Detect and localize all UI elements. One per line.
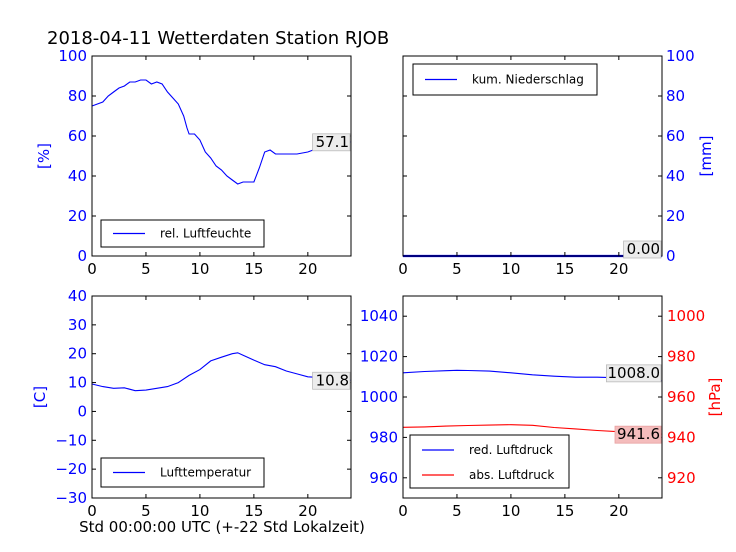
panel-bottom-right: 0 5 10 15 20 960 980 1000 1020 1040 920 940 960 980 10… [360, 295, 724, 520]
last-value-label-top-right-0: 0.00 [627, 240, 660, 258]
y-tick-label-top-right-100: 100 [666, 47, 695, 65]
x-tick-label-bottom-right-10: 10 [501, 502, 520, 520]
x-axis-label-bottom: Std 00:00:00 UTC (+-22 Std Lokalzeit) [79, 518, 365, 536]
x-tick-label-top-left-20: 20 [298, 260, 317, 278]
y-tick-label-bottom-left--10: −10 [55, 431, 87, 449]
y-tick-label-bottom-left-0: 0 [77, 402, 87, 420]
y-tick-label-top-left-0: 0 [77, 247, 87, 265]
x-tick-label-top-left-0: 0 [87, 260, 97, 278]
last-value-label-bottom-left-0: 10.8 [316, 371, 349, 389]
y-tick-label-bottom-left-40: 40 [68, 287, 87, 305]
y-tick-label-top-right-60: 60 [666, 127, 685, 145]
y-tick-label-top-left-40: 40 [68, 167, 87, 185]
x-tick-label-top-right-10: 10 [501, 260, 520, 278]
y-tick-label-bottom-left--20: −20 [55, 460, 87, 478]
x-tick-label-bottom-left-20: 20 [298, 502, 317, 520]
y-tick-label-bottom-right-980: 980 [369, 428, 398, 446]
x-tick-label-top-left-10: 10 [190, 260, 209, 278]
y-tick-label-right-bottom-right-920: 920 [667, 469, 696, 487]
last-value-label-bottom-right-1: 941.6 [617, 425, 660, 443]
x-tick-label-top-left-5: 5 [141, 260, 151, 278]
last-value-box-bottom-left-0 [312, 371, 351, 390]
legend-label-bottom-right-1: abs. Luftdruck [469, 468, 554, 482]
panel-bottom-left: 0 5 10 15 20 −30 −20 −10 0 10 20 30 40 [C] Lufttempera… [31, 287, 352, 520]
y-axis-label-top-left: [%] [35, 143, 53, 169]
y-tick-label-right-bottom-right-980: 980 [667, 348, 696, 366]
x-tick-label-bottom-left-15: 15 [244, 502, 263, 520]
y-axis-label-bottom-left: [C] [31, 386, 49, 408]
last-value-label-top-left-0: 57.1 [316, 133, 349, 151]
panel-top-left: 0 5 10 15 20 0 20 40 60 80 100 [%] rel. Luftfeuchte 5… [35, 47, 352, 278]
y-axis-label-top-right: [mm] [697, 136, 715, 177]
last-value-box-bottom-right-1 [614, 425, 662, 444]
last-value-box-bottom-right-0 [606, 364, 662, 383]
x-tick-label-bottom-left-5: 5 [141, 502, 151, 520]
legend-label-bottom-left-0: Lufttemperatur [160, 466, 251, 480]
x-tick-label-top-right-15: 15 [555, 260, 574, 278]
y-tick-label-right-bottom-right-940: 940 [667, 428, 696, 446]
series-line-bottom-left-0 [91, 352, 352, 392]
legend-label-top-right-0: kum. Niederschlag [472, 73, 584, 87]
y-tick-label-bottom-left-10: 10 [68, 374, 87, 392]
legend-bottom-right: red. Luftdruck abs. Luftdruck [409, 434, 570, 489]
legend-bottom-left: Lufttemperatur [100, 457, 265, 488]
y-tick-label-top-left-20: 20 [68, 207, 87, 225]
y-tick-label-bottom-right-1020: 1020 [360, 348, 398, 366]
x-tick-label-bottom-right-5: 5 [452, 502, 462, 520]
y-tick-label-top-right-80: 80 [666, 87, 685, 105]
x-tick-label-top-left-15: 15 [244, 260, 263, 278]
x-tick-label-top-right-20: 20 [609, 260, 628, 278]
y-tick-label-bottom-right-1040: 1040 [360, 307, 398, 325]
axes-frame-top-left [91, 55, 352, 257]
y-tick-label-top-right-20: 20 [666, 207, 685, 225]
y-tick-label-bottom-right-1000: 1000 [360, 388, 398, 406]
legend-label-top-left-0: rel. Luftfeuchte [160, 227, 251, 241]
y-tick-label-top-left-100: 100 [58, 47, 87, 65]
legend-box-bottom-right [409, 434, 570, 489]
y-tick-label-right-bottom-right-1000: 1000 [667, 307, 705, 325]
y-tick-label-bottom-left-30: 30 [68, 316, 87, 334]
y-tick-label-bottom-right-960: 960 [369, 469, 398, 487]
x-tick-label-bottom-left-10: 10 [190, 502, 209, 520]
y-tick-label-top-left-80: 80 [68, 87, 87, 105]
x-tick-label-bottom-right-15: 15 [555, 502, 574, 520]
y-tick-label-top-left-60: 60 [68, 127, 87, 145]
chart-title: 2018-04-11 Wetterdaten Station RJOB [47, 28, 389, 49]
legend-top-left: rel. Luftfeuchte [100, 219, 265, 248]
legend-label-bottom-right-0: red. Luftdruck [469, 443, 553, 457]
panel-top-right: 0 5 10 15 20 0 20 40 60 80 100 [mm] kum. Niederschla… [398, 47, 715, 278]
axes-frame-bottom-left [91, 295, 352, 499]
x-tick-label-bottom-left-0: 0 [87, 502, 97, 520]
legend-top-right: kum. Niederschlag [412, 63, 598, 96]
last-value-label-bottom-right-0: 1008.0 [608, 364, 661, 382]
y-axis-label-bottom-right: [hPa] [706, 378, 724, 417]
axes-frame-top-right [402, 55, 663, 257]
series-line-top-left-0 [91, 79, 352, 185]
x-tick-label-bottom-right-20: 20 [609, 502, 628, 520]
x-tick-label-top-right-5: 5 [452, 260, 462, 278]
y-tick-label-right-bottom-right-960: 960 [667, 388, 696, 406]
x-tick-label-top-right-0: 0 [398, 260, 408, 278]
y-tick-label-top-right-0: 0 [666, 247, 676, 265]
y-tick-label-bottom-left-20: 20 [68, 345, 87, 363]
y-tick-label-top-right-40: 40 [666, 167, 685, 185]
last-value-box-top-left-0 [312, 133, 351, 152]
x-tick-label-bottom-right-0: 0 [398, 502, 408, 520]
y-tick-label-bottom-left--30: −30 [55, 489, 87, 507]
last-value-box-top-right-0 [623, 240, 662, 259]
